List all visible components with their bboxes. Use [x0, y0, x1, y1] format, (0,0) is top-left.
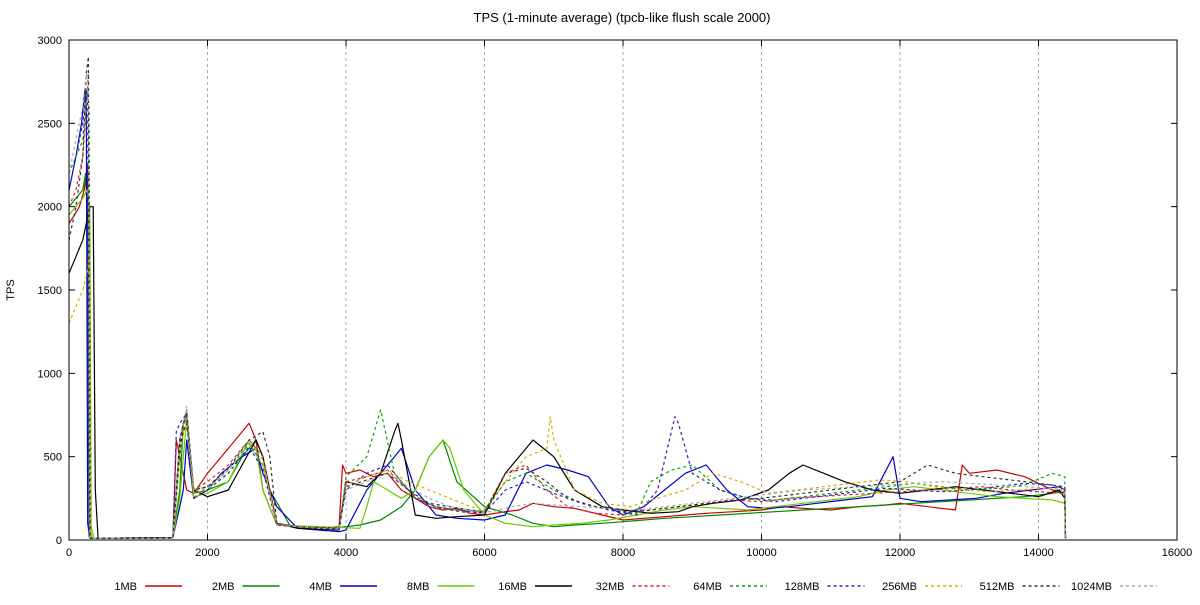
series-line-128MB [68, 89, 1067, 539]
legend-label-8MB: 8MB [407, 581, 430, 593]
axis-ticks: 0 2000 4000 6000 8000 10000 12000 14000 16000 0 50… [38, 35, 1193, 559]
series-line-64MB [68, 89, 1067, 539]
legend-label-4MB: 4MB [309, 581, 332, 593]
x-tick-label-0: 0 [66, 547, 72, 559]
legend-label-16MB: 16MB [498, 581, 527, 593]
series-lines [68, 56, 1067, 539]
series-line-8MB [68, 189, 1067, 539]
x-tick-label-4000: 4000 [334, 547, 358, 559]
x-tick-label-14000: 14000 [1023, 547, 1054, 559]
legend: 1MB 2MB 4MB 8MB 16MB 32MB 64MB 128MB 256MB 512MB 1… [114, 581, 1157, 593]
grid-lines [207, 40, 1039, 540]
series-line-16MB [68, 206, 1067, 539]
series-line-1024MB [68, 72, 1067, 539]
legend-label-1MB: 1MB [114, 581, 137, 593]
y-tick-label-500: 500 [44, 452, 62, 464]
x-tick-label-8000: 8000 [611, 547, 635, 559]
x-tick-label-2000: 2000 [195, 547, 219, 559]
y-axis-label: TPS [5, 279, 17, 300]
series-line-2MB [68, 172, 1067, 539]
y-tick-label-1000: 1000 [38, 368, 62, 380]
legend-label-1024MB: 1024MB [1071, 581, 1112, 593]
chart-title: TPS (1-minute average) (tpcb-like flush … [474, 10, 771, 25]
y-tick-label-3000: 3000 [38, 35, 62, 47]
legend-label-32MB: 32MB [596, 581, 625, 593]
series-line-32MB [68, 72, 1067, 539]
y-tick-label-2500: 2500 [38, 118, 62, 130]
series-line-256MB [68, 256, 1067, 539]
legend-label-128MB: 128MB [785, 581, 820, 593]
legend-label-256MB: 256MB [882, 581, 917, 593]
x-tick-label-10000: 10000 [746, 547, 777, 559]
y-tick-label-1500: 1500 [38, 285, 62, 297]
legend-label-64MB: 64MB [693, 581, 722, 593]
x-tick-label-16000: 16000 [1162, 547, 1193, 559]
y-tick-label-2000: 2000 [38, 202, 62, 214]
series-line-512MB [68, 56, 1067, 539]
legend-label-512MB: 512MB [980, 581, 1015, 593]
x-tick-label-6000: 6000 [472, 547, 496, 559]
series-line-4MB [68, 89, 1067, 539]
legend-label-2MB: 2MB [212, 581, 235, 593]
x-tick-label-12000: 12000 [885, 547, 916, 559]
y-tick-label-0: 0 [56, 535, 62, 547]
series-line-1MB [68, 164, 1067, 539]
